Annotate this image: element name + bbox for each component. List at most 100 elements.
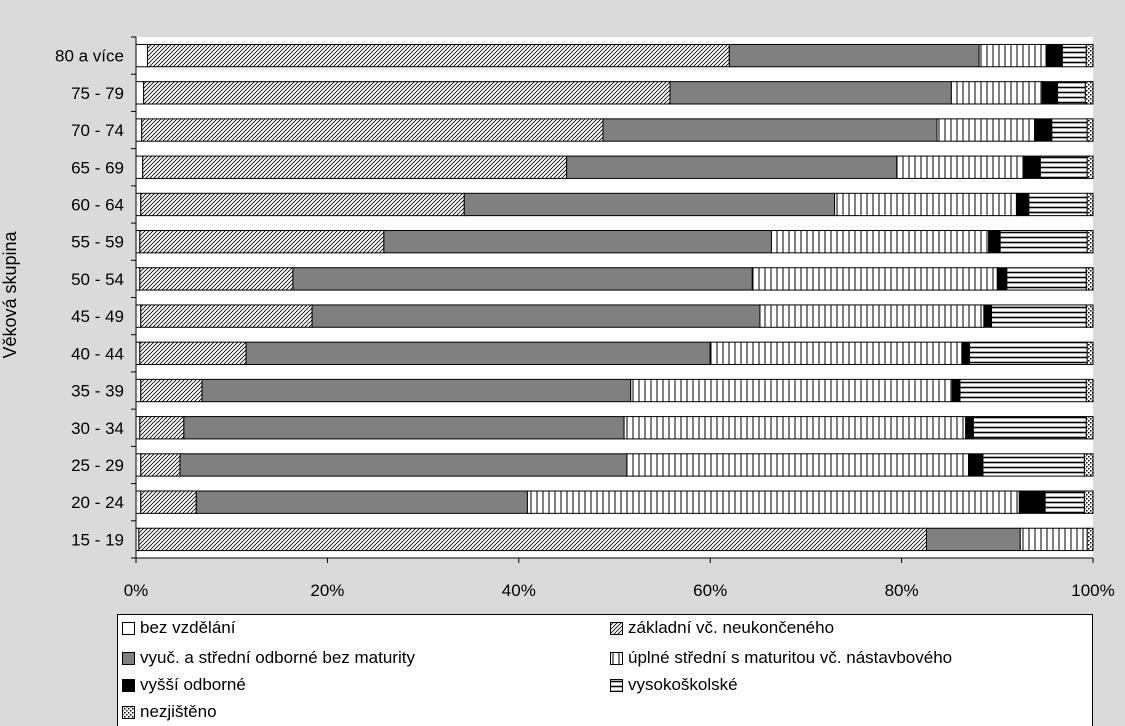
bar-segment-7-5	[991, 304, 1087, 328]
bar-segment-0-2	[728, 43, 980, 68]
bar-segment-0-1	[146, 43, 730, 68]
bar-segment-1-6	[1084, 81, 1094, 105]
bar-segment-10-5	[972, 416, 1087, 440]
x-tick-label: 40%	[502, 581, 536, 600]
bar-segment-3-1	[142, 155, 568, 179]
bar-segment-8-4	[961, 341, 971, 365]
bar-segment-4-3	[834, 192, 1017, 217]
bar-segment-4-6	[1086, 192, 1094, 217]
bar-segment-9-4	[951, 378, 961, 403]
bar-segment-1-4	[1041, 81, 1059, 105]
bar-segment-5-0	[135, 230, 141, 254]
bar-segment-7-4	[983, 304, 993, 328]
legend-item: základní vč. neukončeného	[610, 617, 834, 639]
bar-segment-0-6	[1085, 43, 1094, 68]
bar-segment-12-3	[526, 490, 1020, 514]
bar-segment-13-1	[138, 527, 927, 552]
x-tick-label: 100%	[1071, 581, 1114, 600]
legend-swatch	[610, 678, 623, 692]
bar-segment-4-0	[135, 192, 142, 217]
legend-label: úplné střední s maturitou vč. nástavbové…	[628, 648, 953, 667]
legend: bez vzdělání základní vč. neukončeného vyu…	[117, 614, 1093, 726]
bar-segment-6-1	[139, 267, 294, 291]
bar-segment-4-2	[463, 192, 836, 217]
bar-segment-3-5	[1039, 155, 1088, 179]
chart-svg: 80 a více 75 - 79 70 - 74 65 - 69 60 - 64 55 …	[0, 36, 1115, 600]
bar-segment-4-4	[1015, 192, 1030, 217]
y-tick-label: 30 - 34	[71, 419, 124, 438]
axes-group: 80 a více 75 - 79 70 - 74 65 - 69 60 - 64 55 …	[55, 36, 1115, 600]
bar-segment-1-1	[143, 81, 671, 105]
bar-segment-10-1	[139, 416, 185, 440]
bar-segment-0-3	[978, 43, 1047, 68]
bar-segment-11-6	[1083, 453, 1094, 477]
bar-segment-0-0	[135, 43, 148, 68]
bar-segment-10-0	[135, 416, 141, 440]
bar-segment-2-4	[1034, 118, 1053, 142]
bar-segment-5-6	[1086, 230, 1094, 254]
bar-segment-10-2	[183, 416, 625, 440]
bar-segment-8-2	[245, 341, 711, 365]
bar-segment-7-0	[135, 304, 142, 328]
y-tick-label: 45 - 49	[71, 307, 124, 326]
legend-label: základní vč. neukončeného	[628, 618, 835, 637]
y-tick-label: 40 - 44	[71, 344, 124, 363]
bar-segment-10-3	[623, 416, 967, 440]
bar-segment-4-5	[1028, 192, 1088, 217]
bar-segment-5-5	[999, 230, 1088, 254]
bar-segment-4-1	[140, 192, 465, 217]
legend-swatch	[122, 651, 135, 665]
bar-segment-12-6	[1083, 490, 1094, 514]
bar-segment-7-1	[140, 304, 313, 328]
legend-swatch	[610, 621, 623, 635]
bar-segment-11-4	[968, 453, 984, 477]
bar-segment-12-2	[195, 490, 528, 514]
legend-label: vysokoškolské	[628, 675, 738, 694]
bar-segment-1-0	[135, 81, 145, 105]
legend-swatch	[122, 678, 135, 692]
bar-segment-13-2	[925, 527, 1021, 552]
bar-segment-10-6	[1085, 416, 1094, 440]
legend-label: vyuč. a střední odborné bez maturity	[140, 648, 415, 667]
bar-segment-9-0	[135, 378, 142, 403]
legend-item: vyuč. a střední odborné bez maturity	[122, 647, 415, 669]
x-tick-label: 60%	[693, 581, 727, 600]
bar-segment-2-5	[1051, 118, 1088, 142]
x-tick-label: 80%	[885, 581, 919, 600]
bar-segment-11-3	[626, 453, 970, 477]
bar-segment-5-4	[988, 230, 1001, 254]
legend-item: úplné střední s maturitou vč. nástavbové…	[610, 647, 952, 669]
bar-segment-11-0	[135, 453, 142, 477]
bar-segment-0-5	[1061, 43, 1087, 68]
bar-segment-12-5	[1044, 490, 1085, 514]
bar-segment-12-1	[140, 490, 197, 514]
bar-segment-6-5	[1006, 267, 1087, 291]
bar-segment-7-2	[311, 304, 761, 328]
legend-swatch	[122, 705, 135, 719]
bar-segment-5-2	[383, 230, 772, 254]
y-tick-label: 80 a více	[55, 47, 124, 66]
y-tick-label: 70 - 74	[71, 121, 124, 140]
bar-segment-3-3	[896, 155, 1025, 179]
bar-segment-9-5	[959, 378, 1087, 403]
bar-segment-11-1	[140, 453, 181, 477]
y-tick-label: 60 - 64	[71, 195, 124, 214]
bar-segment-2-6	[1086, 118, 1094, 142]
bar-segment-8-0	[135, 341, 141, 365]
bar-segment-6-2	[292, 267, 753, 291]
y-tick-label: 35 - 39	[71, 382, 124, 401]
plot-background	[136, 37, 1093, 558]
bar-segment-2-3	[936, 118, 1036, 142]
x-tick-label: 0%	[124, 581, 149, 600]
y-tick-label: 50 - 54	[71, 270, 124, 289]
bar-segment-7-6	[1085, 304, 1094, 328]
y-tick-label: 75 - 79	[71, 84, 124, 103]
legend-swatch	[610, 651, 623, 665]
bar-segment-8-1	[139, 341, 247, 365]
bar-segment-8-6	[1086, 341, 1094, 365]
bar-segment-11-2	[179, 453, 628, 477]
bar-segment-3-0	[135, 155, 144, 179]
x-tick-label: 20%	[310, 581, 344, 600]
bars-group	[135, 43, 1094, 552]
legend-item: bez vzdělání	[122, 617, 235, 639]
